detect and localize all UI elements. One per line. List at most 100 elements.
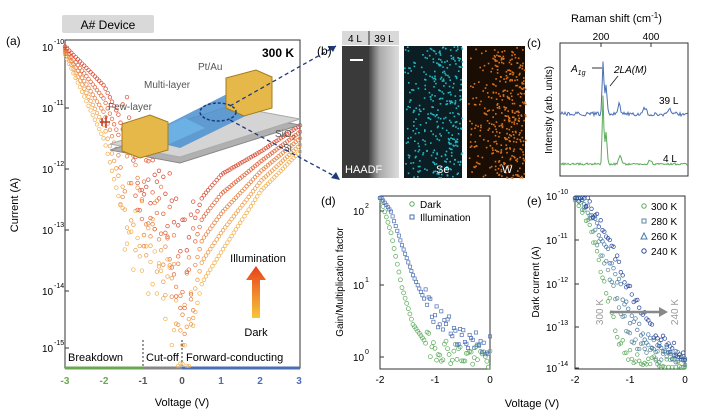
data-point-a: [146, 177, 151, 182]
se-dot: [432, 151, 435, 154]
se-dot: [460, 89, 462, 91]
w-dot: [521, 175, 523, 178]
se-dot: [455, 126, 457, 128]
w-dot: [492, 57, 494, 60]
data-point-a: [71, 71, 76, 76]
data-point-e: [640, 331, 645, 336]
data-point-a: [188, 292, 194, 297]
xtick-a-5: 2: [257, 376, 263, 387]
w-dot: [503, 50, 506, 52]
data-point-e: [615, 335, 620, 340]
data-point-a: [216, 194, 221, 200]
data-point-a: [220, 171, 226, 176]
w-dot: [501, 156, 504, 159]
data-point-d-dark: [391, 246, 397, 251]
se-dot: [448, 119, 451, 122]
data-point-a: [210, 203, 215, 208]
se-dot: [442, 46, 445, 48]
data-point-a: [156, 237, 162, 242]
se-dot: [440, 176, 442, 179]
data-point-a: [193, 286, 198, 291]
data-point-d-illum: [400, 243, 404, 248]
w-dot: [508, 119, 510, 121]
se-dot: [433, 86, 435, 88]
data-point-a: [244, 184, 249, 189]
w-dot: [513, 155, 515, 158]
se-dot: [430, 112, 432, 115]
w-dot: [511, 121, 513, 124]
w-dot: [486, 92, 489, 94]
data-point-a: [77, 84, 83, 90]
data-point-a: [270, 177, 275, 182]
data-point-a: [208, 185, 213, 190]
w-dot: [504, 81, 507, 83]
w-dot: [504, 138, 507, 141]
data-point-a: [144, 253, 149, 258]
w-dot: [498, 107, 501, 110]
se-dot: [438, 139, 441, 142]
illumination-label: Illumination: [230, 253, 286, 265]
ytick-e-exp-2: -12: [558, 277, 568, 284]
se-dot: [449, 148, 452, 150]
data-point-e: [589, 229, 594, 235]
w-dot: [484, 174, 487, 177]
data-point-a: [178, 328, 183, 333]
data-point-a: [208, 226, 213, 231]
data-point-a: [156, 168, 162, 173]
w-dot: [500, 163, 503, 166]
se-dot: [426, 57, 428, 60]
se-dot: [419, 170, 421, 172]
se-dot: [436, 120, 438, 123]
se-dot: [444, 116, 447, 119]
data-point-a: [233, 195, 239, 200]
data-point-a: [165, 257, 170, 262]
data-point-a: [171, 261, 177, 267]
w-dot: [521, 177, 524, 179]
se-dot: [445, 103, 447, 106]
data-point-a: [184, 324, 189, 329]
data-point-d-illum: [473, 330, 478, 335]
w-dot: [506, 90, 509, 92]
data-point-a: [263, 183, 268, 189]
se-dot: [452, 138, 454, 140]
data-point-a: [297, 129, 303, 135]
se-dot: [450, 55, 452, 57]
se-dot: [434, 77, 436, 80]
data-point-d-dark: [449, 357, 455, 363]
se-dot: [435, 82, 437, 85]
w-dot: [468, 157, 471, 159]
data-point-d-dark: [468, 349, 474, 355]
se-dot: [456, 145, 459, 147]
data-point-a: [225, 222, 230, 227]
se-dot: [409, 67, 411, 70]
panel-d-scatter: [377, 195, 493, 370]
data-point-a: [214, 257, 219, 262]
w-dot: [493, 49, 496, 51]
data-point-a: [62, 46, 68, 51]
w-dot: [487, 110, 489, 112]
data-point-a: [116, 193, 121, 199]
w-dot: [520, 115, 523, 117]
w-dot: [503, 162, 505, 164]
data-point-a: [291, 155, 296, 161]
data-point-a: [265, 172, 271, 177]
data-point-e: [611, 314, 616, 319]
se-dot: [418, 104, 421, 107]
data-point-a: [242, 186, 247, 191]
data-point-d-illum: [481, 340, 486, 345]
w-dot: [495, 78, 497, 80]
w-dot: [517, 57, 520, 60]
data-point-e: [651, 337, 656, 343]
data-point-d-illum: [437, 322, 442, 327]
se-dot: [437, 125, 439, 128]
se-dot: [408, 82, 410, 84]
w-dot: [515, 159, 517, 161]
w-dot: [509, 73, 512, 75]
data-point-a: [252, 197, 258, 202]
data-point-a: [182, 331, 187, 337]
panel-c-ylabel: Intensity (arb. units): [544, 66, 555, 154]
w-dot: [500, 168, 503, 171]
w-dot: [521, 81, 523, 84]
data-point-a: [242, 200, 247, 205]
peak-2la-arrow: [609, 75, 619, 87]
